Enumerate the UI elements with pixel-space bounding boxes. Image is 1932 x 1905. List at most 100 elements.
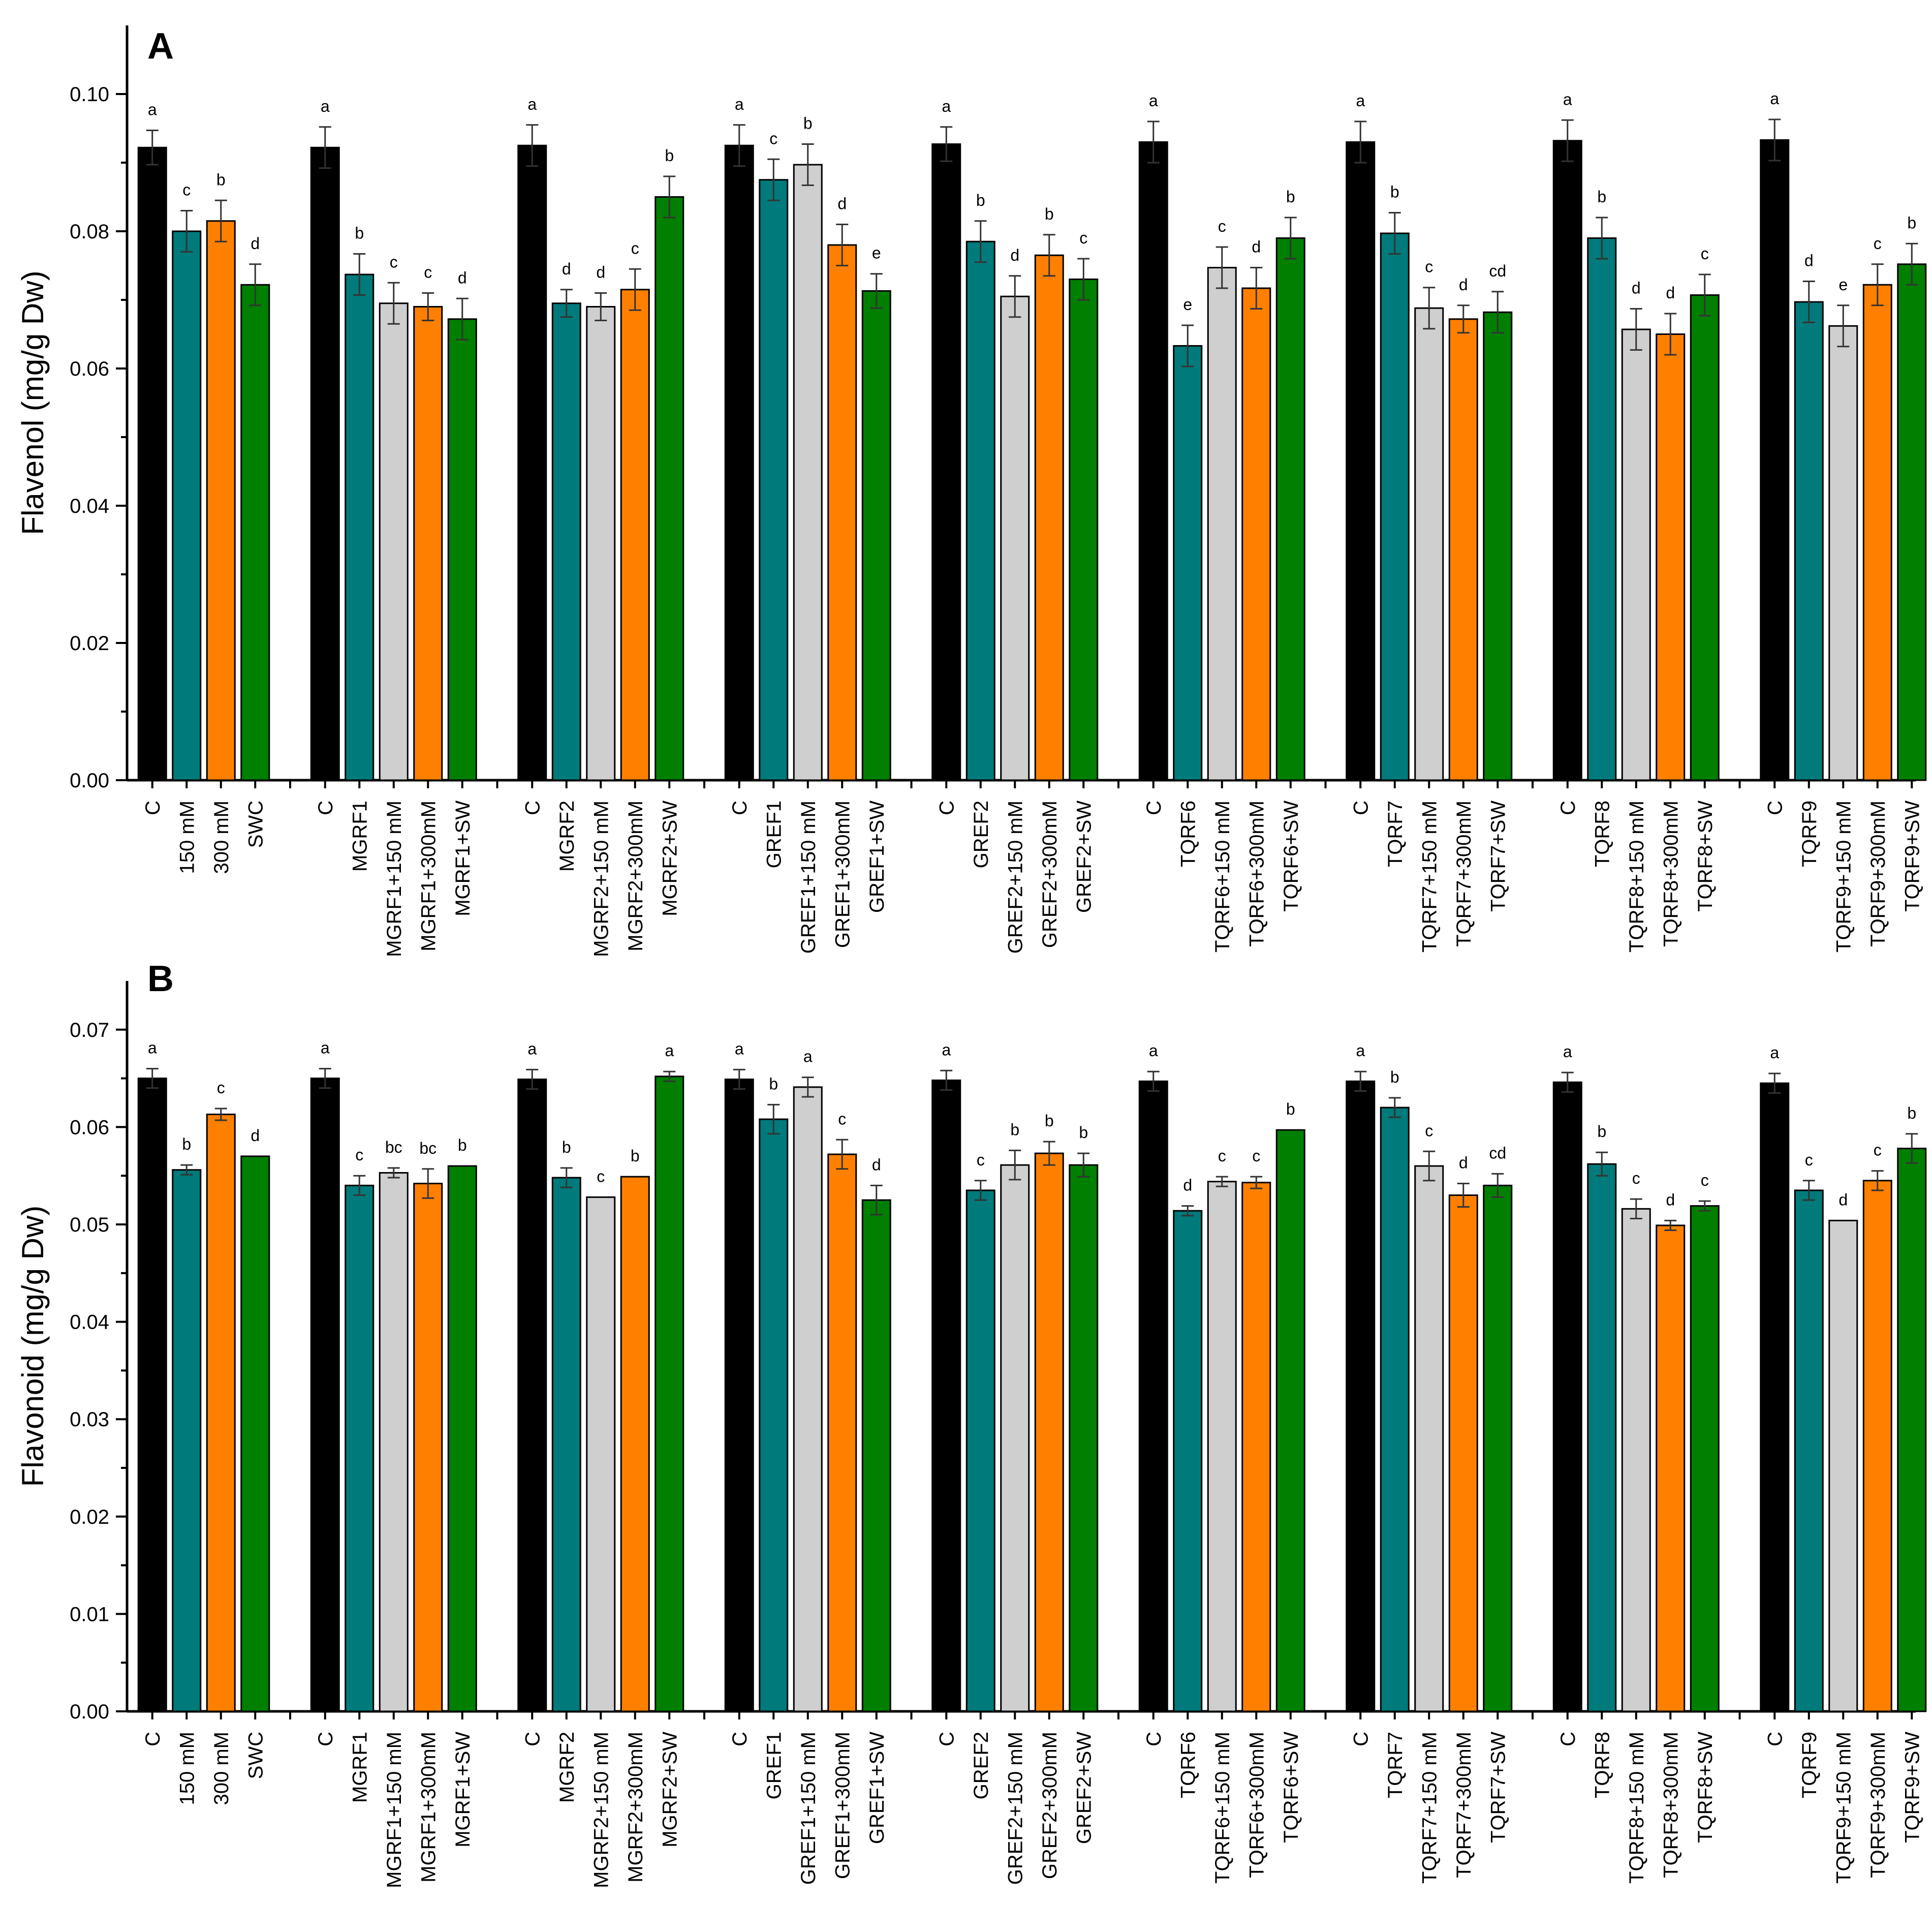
significance-letter: c — [355, 1146, 363, 1164]
bar — [1897, 1148, 1927, 1712]
x-tick-label: GREF1+SW — [866, 1732, 888, 1844]
significance-letter: a — [148, 1038, 157, 1057]
bar — [655, 1076, 684, 1712]
significance-letter: bc — [419, 1139, 437, 1157]
x-tick-label: GREF2+SW — [1073, 1732, 1095, 1844]
bar — [931, 1079, 961, 1712]
x-tick-label: C — [1350, 801, 1372, 815]
bar — [1621, 328, 1651, 781]
significance-letter: b — [1045, 1112, 1054, 1130]
bar — [1000, 295, 1030, 781]
y-tick-label: 0.05 — [70, 1214, 109, 1236]
x-tick-label: GREF2+150 mM — [1004, 801, 1026, 954]
significance-letter: d — [1183, 1176, 1192, 1194]
significance-letter: c — [1425, 1121, 1433, 1140]
x-tick-label: TQRF6+SW — [1280, 1732, 1302, 1843]
bar — [137, 1078, 167, 1712]
significance-letter: c — [1252, 1147, 1260, 1165]
bar — [379, 1172, 409, 1712]
significance-letter: b — [1390, 183, 1399, 201]
bar — [1656, 1224, 1686, 1712]
x-tick-label: GREF1 — [763, 801, 785, 868]
x-tick-label: MGRF1+150 mM — [383, 1732, 406, 1888]
bar — [1862, 1180, 1892, 1712]
significance-letter: b — [1907, 1104, 1916, 1122]
x-tick-label: GREF2+300mM — [1039, 1732, 1061, 1879]
x-tick-label: TQRF6 — [1177, 801, 1199, 867]
significance-letter: b — [1079, 1123, 1088, 1142]
x-tick-label: TQRF8+150 mM — [1626, 801, 1648, 952]
x-tick-label: MGRF2+150 mM — [590, 1732, 612, 1888]
x-tick-label: MGRF2+300mM — [625, 1732, 647, 1883]
bar — [345, 273, 375, 781]
significance-letter: d — [1010, 246, 1019, 264]
significance-letter: bc — [385, 1138, 402, 1156]
y-tick-label: 0.01 — [70, 1603, 109, 1625]
significance-letter: c — [1425, 258, 1433, 276]
significance-letter: c — [217, 1079, 225, 1097]
x-tick-label: TQRF8+150 mM — [1626, 1732, 1648, 1884]
y-tick-label: 0.07 — [70, 1019, 109, 1041]
x-tick-label: MGRF1 — [349, 1732, 371, 1803]
x-tick-label: 150 mM — [176, 1732, 198, 1805]
x-tick-label: TQRF9+150 mM — [1832, 1732, 1855, 1884]
significance-letter: d — [251, 234, 260, 253]
significance-letter: d — [1252, 238, 1261, 256]
x-tick-label: C — [142, 801, 164, 815]
x-tick-label: TQRF7 — [1384, 801, 1407, 867]
y-tick-label: 0.02 — [70, 1506, 109, 1528]
bar — [793, 164, 823, 781]
x-tick-label: SWC — [244, 1732, 267, 1779]
bar — [1138, 141, 1168, 781]
bar — [1173, 1210, 1203, 1712]
bar — [1414, 307, 1444, 781]
significance-letter: c — [838, 1110, 846, 1128]
x-tick-label: GREF2+300mM — [1039, 801, 1061, 948]
bar — [551, 1177, 581, 1712]
significance-letter: b — [1045, 205, 1054, 223]
x-tick-label: TQRF9+SW — [1901, 801, 1923, 912]
bar — [1069, 279, 1099, 781]
significance-letter: a — [148, 101, 157, 119]
significance-letter: d — [1838, 1190, 1848, 1209]
x-tick-label: TQRF8+300mM — [1660, 1732, 1682, 1878]
significance-letter: d — [1632, 279, 1641, 297]
bar — [861, 290, 891, 781]
bar — [1173, 345, 1203, 781]
x-tick-label: MGRF2+150 mM — [590, 801, 612, 957]
significance-letter: a — [942, 1040, 951, 1059]
significance-letter: a — [1356, 1041, 1365, 1060]
y-tick-label: 0.02 — [70, 632, 109, 655]
bar — [1346, 141, 1376, 781]
significance-letter: b — [803, 114, 813, 133]
significance-letter: c — [1874, 1141, 1882, 1159]
y-tick-label: 0.03 — [70, 1408, 109, 1431]
x-tick-label: MGRF2+SW — [659, 801, 681, 916]
x-tick-label: MGRF2 — [556, 801, 578, 872]
x-tick-label: TQRF6+300mM — [1245, 1732, 1268, 1878]
x-tick-label: MGRF1+300mM — [417, 1732, 440, 1883]
significance-letter: b — [562, 1138, 571, 1156]
significance-letter: a — [942, 97, 951, 115]
bar — [310, 1078, 340, 1712]
significance-letter: a — [1356, 91, 1365, 110]
bar — [1862, 284, 1892, 781]
significance-letter: b — [1597, 1122, 1606, 1141]
significance-letter: b — [976, 191, 985, 209]
bar — [793, 1086, 823, 1712]
bar — [1138, 1080, 1168, 1712]
y-tick-label: 0.00 — [70, 1701, 109, 1723]
x-tick-label: GREF1+300mM — [831, 1732, 854, 1879]
bar — [931, 143, 961, 781]
x-tick-label: 300 mM — [210, 1732, 233, 1805]
bar — [1828, 1219, 1858, 1712]
x-tick-label: C — [1350, 1732, 1372, 1746]
significance-letter: a — [527, 1039, 537, 1058]
x-tick-label: TQRF7+SW — [1487, 801, 1509, 912]
x-tick-label: TQRF7+SW — [1487, 1732, 1509, 1843]
significance-letter: a — [1563, 90, 1572, 108]
significance-letter: d — [1666, 284, 1675, 302]
panel-label: A — [147, 26, 174, 67]
panel-label: B — [147, 959, 174, 999]
significance-letter: d — [458, 268, 467, 287]
